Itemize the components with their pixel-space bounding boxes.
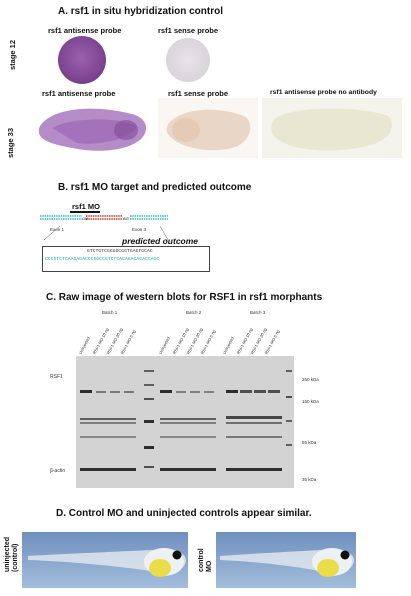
section-c-title: C. Raw image of western blots for RSF1 i…	[46, 292, 323, 303]
mw-250: 250 kDa	[302, 377, 319, 382]
section-b-title: B. rsf1 MO target and predicted outcome	[58, 182, 252, 193]
sequence-line-1: GTCTGTCGGGGCGGTGAGTGCAC	[87, 249, 153, 254]
panel-label-a4: rsf1 sense probe	[168, 89, 229, 98]
uninjected-label: uninjected (control)	[4, 537, 20, 572]
svg-text:GU: GU	[82, 216, 88, 221]
embryo-stage33-no-antibody	[262, 98, 402, 158]
control-mo-label-2: MO	[206, 560, 213, 572]
lane-label: RSF1 MO 5 ng	[263, 329, 281, 355]
tadpole-uninjected	[22, 532, 188, 588]
svg-text:AG: AG	[123, 216, 129, 221]
exon-schematic: GU AG	[40, 215, 168, 221]
panel-label-a5: rsf1 antisense probe no antibody	[270, 89, 377, 96]
splice-lines	[43, 226, 169, 241]
section-a-title: A. rsf1 in situ hybridization control	[58, 6, 223, 17]
embryo-stage33-sense	[158, 98, 258, 158]
uninjected-label-1: uninjected	[4, 536, 11, 572]
mo-bar	[70, 211, 100, 213]
stage-12-label: stage 12	[8, 39, 17, 70]
lane-label: Uninjected	[157, 335, 171, 355]
embryo-stage33-antisense	[22, 98, 154, 158]
embryo-stage12-sense	[166, 38, 210, 82]
uninjected-label-2: (control)	[12, 543, 19, 572]
predicted-sequence-box: GTCTGTCGGGGCGGTGAGTGCAC CCCGTCTCAAGAGACC…	[42, 246, 210, 272]
panel-label-a3: rsf1 antisense probe	[42, 89, 116, 98]
predicted-outcome-label: predicted outcome	[122, 236, 199, 246]
mw-150: 150 kDa	[302, 399, 319, 404]
lane-label: Uninjected	[77, 335, 91, 355]
batch-1-label: Batch 1	[102, 310, 118, 315]
panel-label-a2: rsf1 sense probe	[158, 26, 219, 35]
control-mo-label-1: control	[198, 548, 205, 572]
exon1-label: Exon 1	[50, 227, 65, 232]
batch-2-label: Batch 2	[186, 310, 202, 315]
section-d-title: D. Control MO and uninjected controls ap…	[56, 508, 312, 519]
section-a-title-text: A. rsf1 in situ hybridization control	[58, 6, 224, 17]
sequence-line-2: CCCGTCTCAAGAGACCCGGCCGTCTCAGAGACAGACCAGC	[45, 257, 160, 262]
tadpole-control-mo	[216, 532, 356, 588]
exon3-label: Exon 3	[132, 227, 147, 232]
mo-label: rsf1 MO	[72, 202, 100, 211]
mw-35: 35 kDa	[302, 477, 317, 482]
rsf1-row-label: RSF1	[50, 374, 63, 380]
batch-3-label: Batch 3	[250, 310, 266, 315]
western-blot	[76, 356, 294, 488]
mw-55: 55 kDa	[302, 440, 317, 445]
lane-label: RSF1 MO 5 ng	[119, 329, 137, 355]
lane-label: RSF1 MO 5 ng	[199, 329, 217, 355]
lane-label: Uninjected	[221, 335, 235, 355]
actin-row-label: β-actin	[50, 468, 66, 474]
stage-33-label: stage 33	[6, 127, 15, 158]
control-mo-label: control MO	[198, 548, 214, 572]
panel-label-a1: rsf1 antisense probe	[48, 26, 122, 35]
embryo-stage12-antisense	[58, 36, 106, 84]
